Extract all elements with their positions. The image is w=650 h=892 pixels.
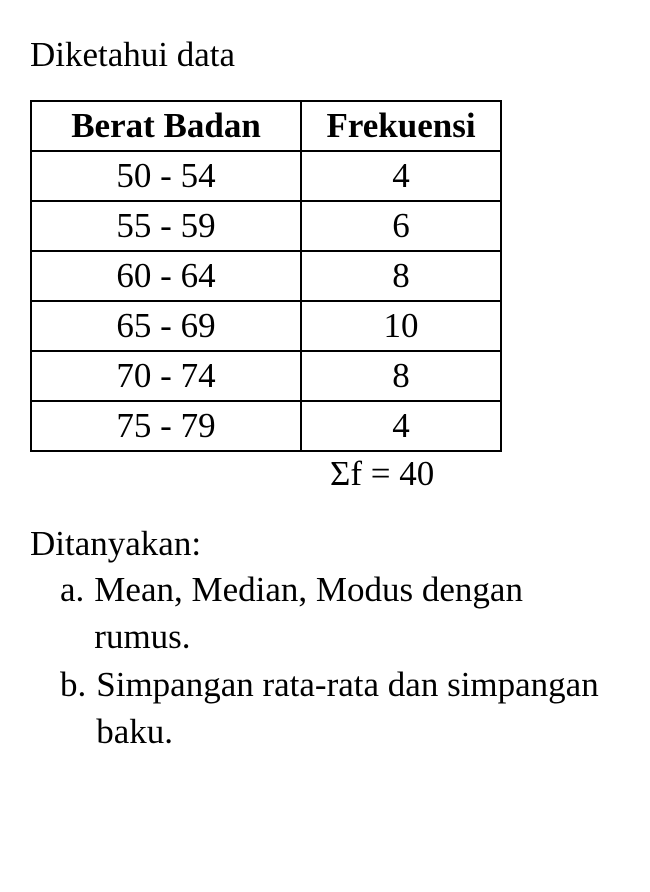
table-cell: 60 - 64 xyxy=(31,251,301,301)
table-cell: 55 - 59 xyxy=(31,201,301,251)
question-text: Mean, Median, Modus dengan rumus. xyxy=(94,566,620,661)
table-cell: 50 - 54 xyxy=(31,151,301,201)
table-row: 75 - 79 4 xyxy=(31,401,501,451)
table-cell: 8 xyxy=(301,251,501,301)
frequency-table: Berat Badan Frekuensi 50 - 54 4 55 - 59 … xyxy=(30,100,502,452)
question-marker: a. xyxy=(60,566,84,661)
table-header-row: Berat Badan Frekuensi xyxy=(31,101,501,151)
table-row: 50 - 54 4 xyxy=(31,151,501,201)
table-row: 55 - 59 6 xyxy=(31,201,501,251)
table-row: 70 - 74 8 xyxy=(31,351,501,401)
question-item-b: b. Simpangan rata-rata dan simpangan bak… xyxy=(60,661,620,756)
table-row: 65 - 69 10 xyxy=(31,301,501,351)
table-cell: 6 xyxy=(301,201,501,251)
table-cell: 8 xyxy=(301,351,501,401)
question-heading: Ditanyakan: xyxy=(30,524,620,564)
table-row: 60 - 64 8 xyxy=(31,251,501,301)
table-cell: 4 xyxy=(301,151,501,201)
table-cell: 70 - 74 xyxy=(31,351,301,401)
column-header-berat-badan: Berat Badan xyxy=(31,101,301,151)
column-header-frekuensi: Frekuensi xyxy=(301,101,501,151)
table-cell: 75 - 79 xyxy=(31,401,301,451)
question-marker: b. xyxy=(60,661,86,756)
table-cell: 10 xyxy=(301,301,501,351)
intro-text: Diketahui data xyxy=(30,35,620,75)
table-cell: 65 - 69 xyxy=(31,301,301,351)
table-cell: 4 xyxy=(301,401,501,451)
question-text: Simpangan rata-rata dan simpangan baku. xyxy=(96,661,620,756)
sum-label: Σf = 40 xyxy=(30,454,620,494)
question-item-a: a. Mean, Median, Modus dengan rumus. xyxy=(60,566,620,661)
question-list: a. Mean, Median, Modus dengan rumus. b. … xyxy=(30,566,620,755)
